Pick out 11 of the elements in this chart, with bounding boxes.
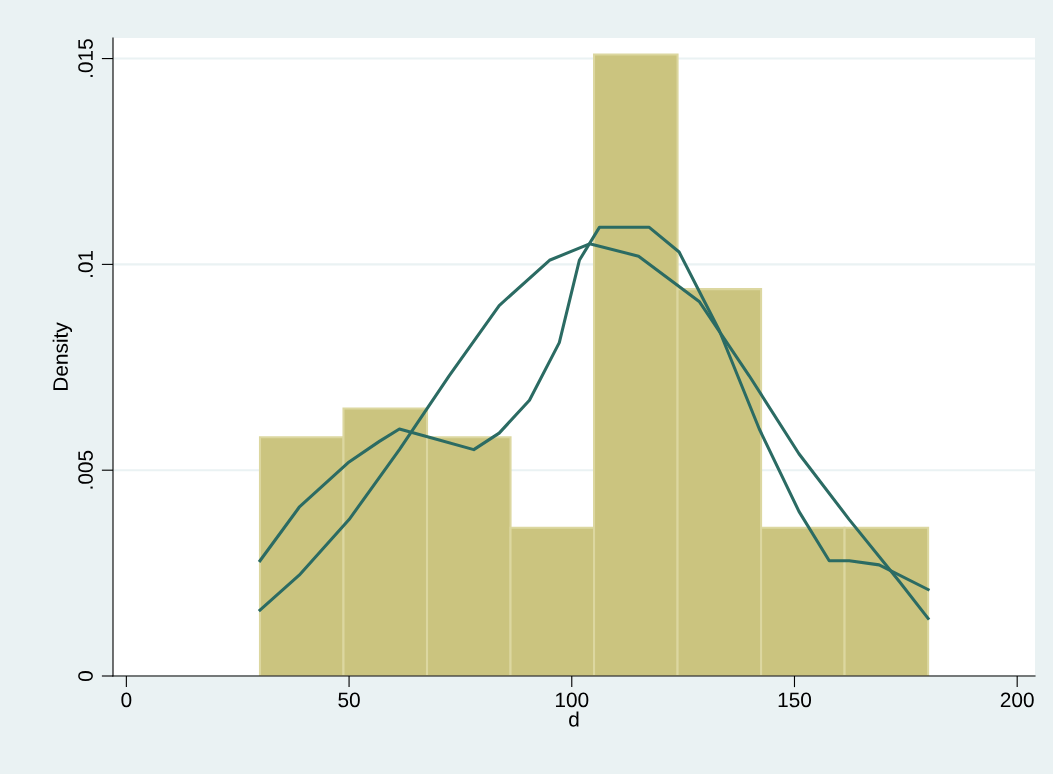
x-axis-title: d	[569, 711, 579, 727]
x-tick-label: 150	[778, 692, 812, 708]
x-tick-label: 50	[338, 692, 360, 708]
y-tick-label: .015	[78, 39, 93, 77]
y-tick-label: 0	[78, 671, 93, 681]
y-tick-label: .005	[78, 450, 93, 489]
x-tick-label: 100	[555, 692, 589, 708]
x-tick-label: 200	[1000, 692, 1034, 708]
y-axis-title: Density	[52, 322, 73, 391]
x-tick-label: 0	[121, 692, 132, 708]
y-tick-label: .01	[78, 250, 93, 277]
